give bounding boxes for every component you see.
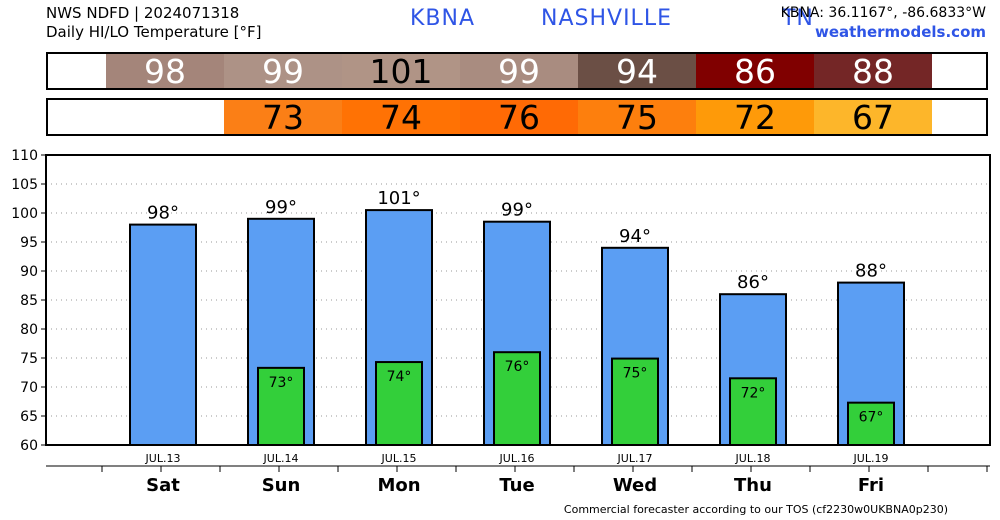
- y-tick-label: 85: [20, 293, 38, 309]
- footer-note: Commercial forecaster according to our T…: [563, 503, 948, 516]
- y-tick-label: 105: [11, 177, 38, 193]
- day-label: Mon: [377, 475, 420, 496]
- hi-strip-cell: 86: [696, 54, 814, 90]
- date-label: JUL.16: [499, 452, 535, 465]
- hi-strip-cell: 99: [460, 54, 578, 90]
- y-tick-label: 90: [20, 264, 38, 280]
- hi-bar-label: 99°: [501, 200, 533, 221]
- hi-strip-cell: 94: [578, 54, 696, 90]
- site-link[interactable]: weathermodels.com: [814, 23, 986, 41]
- station-title: KBNA NASHVILLE TN: [410, 6, 814, 31]
- lo-temp-strip: 73 74 76 75 72 67: [46, 98, 988, 136]
- y-tick-label: 95: [20, 235, 38, 251]
- product-line: Daily HI/LO Temperature [°F]: [46, 23, 262, 41]
- date-label: JUL.14: [263, 452, 299, 465]
- hi-strip-cell: 101: [342, 54, 460, 90]
- day-label: Sun: [262, 475, 301, 496]
- lo-strip-cell: 74: [342, 100, 460, 136]
- source-line: NWS NDFD | 2024071318: [46, 4, 240, 22]
- lo-bar-label: 73°: [269, 375, 294, 391]
- day-label: Tue: [499, 475, 534, 496]
- hi-bar-label: 101°: [377, 188, 420, 209]
- lo-bar-label: 72°: [741, 385, 766, 401]
- hi-bar-label: 88°: [855, 261, 887, 282]
- hi-bar-label: 99°: [265, 197, 297, 218]
- y-tick-label: 110: [11, 148, 38, 164]
- lo-strip-cell: 67: [814, 100, 932, 136]
- date-label: JUL.17: [617, 452, 653, 465]
- day-label: Wed: [613, 475, 657, 496]
- lo-bar: [375, 361, 423, 446]
- day-label: Sat: [146, 475, 180, 496]
- hi-temp-strip: 98 99 101 99 94 86 88: [46, 52, 988, 90]
- date-label: JUL.15: [381, 452, 417, 465]
- y-tick-label: 75: [20, 351, 38, 367]
- hi-strip-cell: 88: [814, 54, 932, 90]
- lo-bar-label: 76°: [505, 359, 530, 375]
- station-coords: KBNA: 36.1167°, -86.6833°W: [780, 5, 986, 21]
- lo-bar: [493, 351, 541, 447]
- lo-strip-cell: 72: [696, 100, 814, 136]
- hi-bar-label: 98°: [147, 203, 179, 224]
- date-label: JUL.19: [853, 452, 889, 465]
- hi-bar: [129, 223, 197, 446]
- y-tick-label: 80: [20, 322, 38, 338]
- lo-bar-label: 75°: [623, 366, 648, 382]
- hi-bar-label: 86°: [737, 272, 769, 293]
- lo-strip-cell: 76: [460, 100, 578, 136]
- lo-strip-cell: 75: [578, 100, 696, 136]
- hi-strip-cell: 99: [224, 54, 342, 90]
- date-label: JUL.13: [145, 452, 181, 465]
- y-tick-label: 65: [20, 409, 38, 425]
- y-tick-label: 60: [20, 438, 38, 454]
- day-label: Thu: [734, 475, 772, 496]
- header-left: NWS NDFD | 2024071318 Daily HI/LO Temper…: [46, 4, 262, 42]
- header-right: KBNA: 36.1167°, -86.6833°W weathermodels…: [781, 4, 986, 42]
- hi-bar-label: 94°: [619, 226, 651, 247]
- hi-strip-cell: 98: [106, 54, 224, 90]
- lo-bar-label: 74°: [387, 369, 412, 385]
- lo-bar-label: 67°: [859, 410, 884, 426]
- lo-strip-cell: 73: [224, 100, 342, 136]
- day-label: Fri: [858, 475, 884, 496]
- date-label: JUL.18: [735, 452, 771, 465]
- lo-bar: [257, 366, 305, 446]
- y-tick-label: 70: [20, 380, 38, 396]
- plot-frame: [45, 154, 991, 446]
- y-tick-label: 100: [11, 206, 38, 222]
